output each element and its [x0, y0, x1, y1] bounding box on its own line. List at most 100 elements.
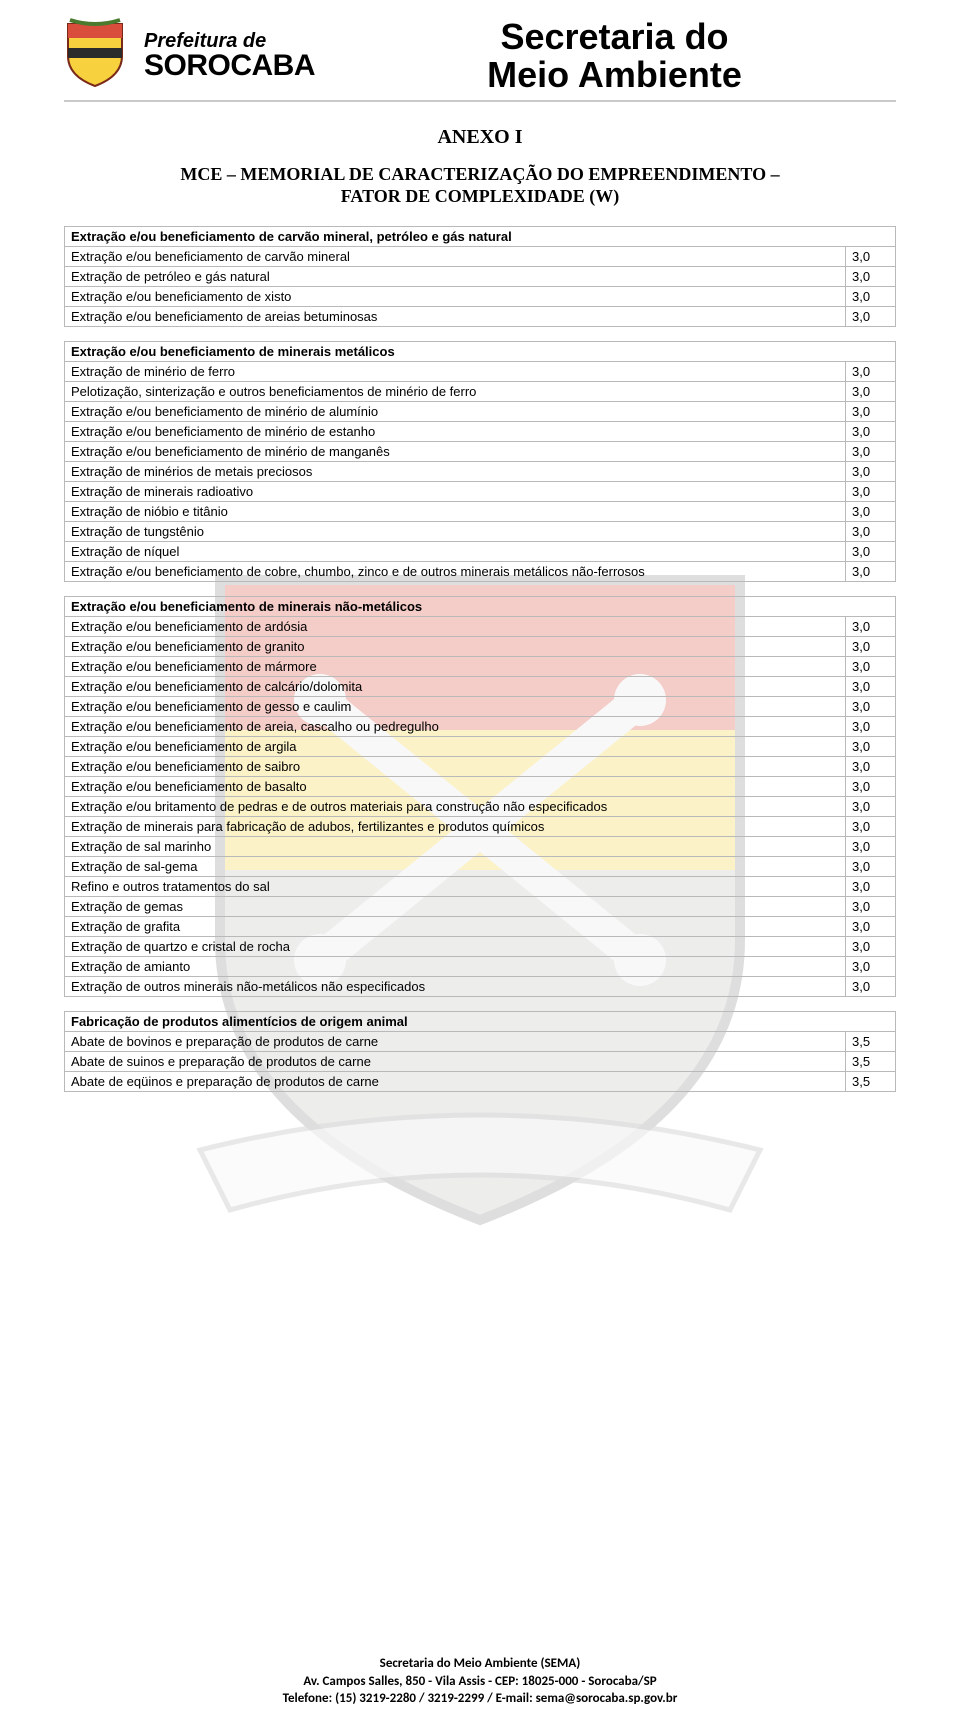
logo-line1: Prefeitura de — [144, 31, 315, 51]
row-value: 3,0 — [846, 816, 896, 836]
footer-line1: Secretaria do Meio Ambiente (SEMA) — [380, 1656, 581, 1671]
table-row: Extração e/ou beneficiamento de argila3,… — [65, 736, 896, 756]
row-label: Extração de tungstênio — [65, 521, 846, 541]
table-row: Extração de outros minerais não-metálico… — [65, 976, 896, 996]
row-value: 3,0 — [846, 976, 896, 996]
row-label: Extração de sal-gema — [65, 856, 846, 876]
row-value: 3,0 — [846, 441, 896, 461]
row-label: Extração e/ou beneficiamento de xisto — [65, 286, 846, 306]
section-heading: Fabricação de produtos alimentícios de o… — [65, 1011, 896, 1031]
footer-line3: Telefone: (15) 3219-2280 / 3219-2299 / E… — [283, 1691, 678, 1706]
row-value: 3,0 — [846, 401, 896, 421]
row-value: 3,0 — [846, 916, 896, 936]
row-value: 3,0 — [846, 266, 896, 286]
row-label: Extração de petróleo e gás natural — [65, 266, 846, 286]
row-label: Abate de bovinos e preparação de produto… — [65, 1031, 846, 1051]
table-row: Extração de gemas3,0 — [65, 896, 896, 916]
section-heading: Extração e/ou beneficiamento de minerais… — [65, 341, 896, 361]
row-label: Pelotização, sinterização e outros benef… — [65, 381, 846, 401]
row-label: Extração e/ou beneficiamento de basalto — [65, 776, 846, 796]
row-value: 3,0 — [846, 421, 896, 441]
table-row: Extração e/ou beneficiamento de calcário… — [65, 676, 896, 696]
table-row: Extração de sal marinho3,0 — [65, 836, 896, 856]
row-label: Extração e/ou beneficiamento de mármore — [65, 656, 846, 676]
row-label: Extração e/ou beneficiamento de cobre, c… — [65, 561, 846, 581]
row-value: 3,0 — [846, 856, 896, 876]
table-row: Extração e/ou beneficiamento de carvão m… — [65, 246, 896, 266]
table-row: Extração de amianto3,0 — [65, 956, 896, 976]
row-label: Extração e/ou beneficiamento de areia, c… — [65, 716, 846, 736]
row-label: Extração de quartzo e cristal de rocha — [65, 936, 846, 956]
row-value: 3,0 — [846, 716, 896, 736]
table-row: Extração de nióbio e titânio3,0 — [65, 501, 896, 521]
row-label: Extração de minério de ferro — [65, 361, 846, 381]
table-row: Extração e/ou beneficiamento de saibro3,… — [65, 756, 896, 776]
row-value: 3,0 — [846, 521, 896, 541]
anexo-label: ANEXO I — [64, 126, 896, 149]
row-label: Extração de níquel — [65, 541, 846, 561]
document-header: Prefeitura de SOROCABA Secretaria do Mei… — [64, 18, 896, 102]
row-value: 3,5 — [846, 1051, 896, 1071]
section-heading: Extração e/ou beneficiamento de carvão m… — [65, 226, 896, 246]
table-row: Extração de petróleo e gás natural3,0 — [65, 266, 896, 286]
row-value: 3,0 — [846, 501, 896, 521]
table-row: Extração e/ou beneficiamento de mármore3… — [65, 656, 896, 676]
row-value: 3,0 — [846, 876, 896, 896]
table-row: Extração de minério de ferro3,0 — [65, 361, 896, 381]
row-value: 3,0 — [846, 481, 896, 501]
document-title-block: ANEXO I MCE – MEMORIAL DE CARACTERIZAÇÃO… — [64, 126, 896, 208]
table-row: Extração de minérios de metais preciosos… — [65, 461, 896, 481]
row-label: Extração de nióbio e titânio — [65, 501, 846, 521]
row-value: 3,0 — [846, 636, 896, 656]
row-value: 3,0 — [846, 246, 896, 266]
table-row: Abate de eqüinos e preparação de produto… — [65, 1071, 896, 1091]
table-row: Refino e outros tratamentos do sal3,0 — [65, 876, 896, 896]
data-table: Extração e/ou beneficiamento de carvão m… — [64, 226, 896, 327]
table-row: Extração e/ou beneficiamento de gesso e … — [65, 696, 896, 716]
row-label: Abate de suinos e preparação de produtos… — [65, 1051, 846, 1071]
row-value: 3,0 — [846, 616, 896, 636]
table-row: Extração de tungstênio3,0 — [65, 521, 896, 541]
row-label: Extração e/ou beneficiamento de ardósia — [65, 616, 846, 636]
table-row: Extração e/ou beneficiamento de cobre, c… — [65, 561, 896, 581]
row-value: 3,0 — [846, 796, 896, 816]
row-value: 3,0 — [846, 936, 896, 956]
section-heading: Extração e/ou beneficiamento de minerais… — [65, 596, 896, 616]
data-table: Extração e/ou beneficiamento de minerais… — [64, 341, 896, 582]
secretaria-title: Secretaria do Meio Ambiente — [333, 18, 896, 94]
row-value: 3,0 — [846, 656, 896, 676]
row-value: 3,5 — [846, 1031, 896, 1051]
row-label: Extração de minerais radioativo — [65, 481, 846, 501]
row-label: Extração e/ou beneficiamento de granito — [65, 636, 846, 656]
table-row: Extração de minerais radioativo3,0 — [65, 481, 896, 501]
table-row: Extração e/ou beneficiamento de ardósia3… — [65, 616, 896, 636]
table-row: Extração e/ou beneficiamento de xisto3,0 — [65, 286, 896, 306]
row-value: 3,0 — [846, 306, 896, 326]
row-value: 3,0 — [846, 381, 896, 401]
footer-line2: Av. Campos Salles, 850 - Vila Assis - CE… — [303, 1674, 656, 1689]
row-label: Abate de eqüinos e preparação de produto… — [65, 1071, 846, 1091]
row-value: 3,0 — [846, 561, 896, 581]
row-value: 3,0 — [846, 461, 896, 481]
table-row: Extração e/ou beneficiamento de basalto3… — [65, 776, 896, 796]
secretaria-line2: Meio Ambiente — [333, 56, 896, 94]
row-value: 3,0 — [846, 541, 896, 561]
page-footer: Secretaria do Meio Ambiente (SEMA) Av. C… — [0, 1655, 960, 1708]
row-label: Extração e/ou beneficiamento de calcário… — [65, 676, 846, 696]
table-row: Extração e/ou britamento de pedras e de … — [65, 796, 896, 816]
table-row: Abate de bovinos e preparação de produto… — [65, 1031, 896, 1051]
row-label: Extração e/ou britamento de pedras e de … — [65, 796, 846, 816]
row-value: 3,0 — [846, 286, 896, 306]
row-label: Extração de grafita — [65, 916, 846, 936]
row-value: 3,5 — [846, 1071, 896, 1091]
row-value: 3,0 — [846, 676, 896, 696]
title-line1: MCE – MEMORIAL DE CARACTERIZAÇÃO DO EMPR… — [64, 163, 896, 186]
logo-line2: SOROCABA — [144, 51, 315, 81]
table-row: Extração e/ou beneficiamento de areias b… — [65, 306, 896, 326]
row-label: Extração e/ou beneficiamento de argila — [65, 736, 846, 756]
row-label: Extração de amianto — [65, 956, 846, 976]
table-row: Extração de quartzo e cristal de rocha3,… — [65, 936, 896, 956]
secretaria-line1: Secretaria do — [333, 18, 896, 56]
row-value: 3,0 — [846, 696, 896, 716]
city-crest-icon — [64, 18, 126, 93]
